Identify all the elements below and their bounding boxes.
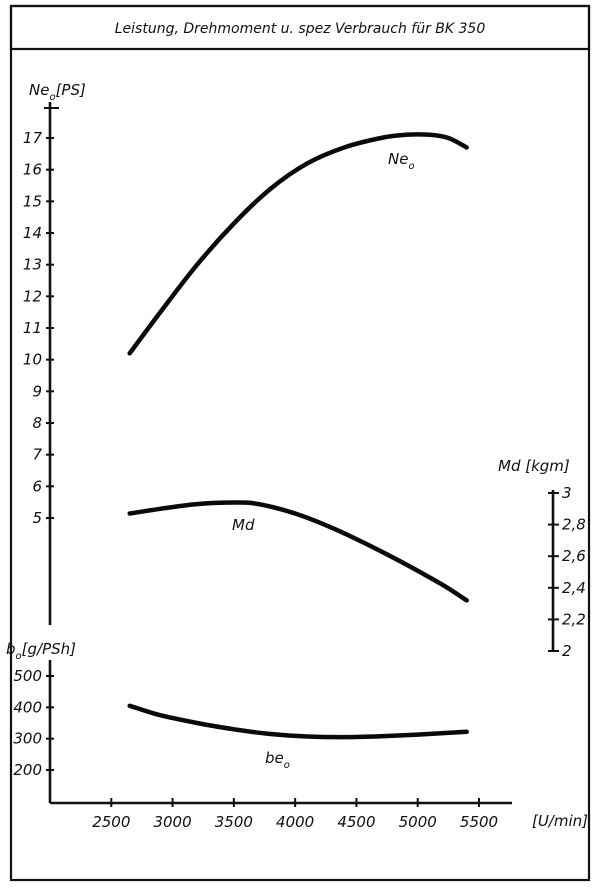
consumption-tick-label: 200	[13, 761, 42, 779]
torque-tick-label: 3	[562, 484, 572, 502]
consumption-tick-label: 500	[13, 667, 42, 685]
series-line-consumption	[127, 703, 469, 740]
series-label-sub: o	[284, 760, 290, 771]
x-ticks: 2500 3000 3500 4000 4500 5000 5500	[92, 798, 498, 831]
x-axis-label: [U/min]	[532, 812, 588, 830]
power-axis-label: Neo[PS]	[29, 81, 86, 103]
power-tick-label: 10	[23, 351, 42, 369]
consumption-ticks: 500 400 300 200	[13, 667, 54, 779]
power-tick-label: 15	[23, 192, 42, 210]
torque-tick-label: 2	[562, 642, 572, 660]
power-tick-label: 11	[23, 319, 42, 337]
chart-title: Leistung, Drehmoment u. spez Verbrauch f…	[115, 21, 486, 37]
power-tick-label: 9	[32, 382, 42, 400]
power-tick-label: 12	[23, 287, 42, 305]
series-label-sub: o	[408, 161, 414, 172]
series-line-power	[127, 132, 469, 356]
title-box	[9, 4, 591, 51]
consumption-axis-label: bo[g/PSh]	[6, 640, 76, 662]
torque-ticks: 3 2,8 2,6 2,4 2,2 2	[548, 484, 586, 660]
series-line-torque	[127, 500, 469, 603]
power-tick-label: 5	[32, 509, 42, 527]
x-tick-label: 3000	[153, 813, 191, 831]
consumption-tick-label: 300	[13, 730, 42, 748]
power-tick-label: 17	[23, 129, 43, 147]
torque-tick-label: 2,4	[562, 579, 586, 597]
consumption-tick-label: 400	[13, 698, 42, 716]
power-tick-label: 13	[23, 256, 42, 274]
power-tick-label: 7	[32, 446, 42, 464]
outer-frame	[9, 4, 591, 882]
series-label-torque: Md	[232, 516, 255, 534]
torque-tick-label: 2,6	[562, 547, 586, 565]
series-label-main: be	[265, 749, 284, 767]
x-tick-label: 3500	[215, 813, 253, 831]
x-tick-label: 4500	[337, 813, 375, 831]
x-tick-label: 5500	[460, 813, 498, 831]
power-ticks: 5 6 7 8 9 10 11 12 13 14 15 16 17	[23, 107, 59, 527]
x-tick-label: 2500	[92, 813, 130, 831]
series-label-consumption: beo	[265, 749, 290, 771]
series-label-main: Md	[232, 516, 255, 534]
power-tick-label: 16	[23, 161, 42, 179]
torque-axis-label: Md [kgm]	[498, 457, 570, 475]
torque-tick-label: 2,2	[562, 610, 586, 628]
power-tick-label: 14	[23, 224, 42, 242]
x-tick-label: 5000	[399, 813, 437, 831]
power-tick-label: 6	[32, 477, 42, 495]
power-tick-label: 8	[32, 414, 42, 432]
series-label-power: Neo	[388, 150, 415, 172]
x-tick-label: 4000	[276, 813, 314, 831]
series-label-main: Ne	[388, 150, 408, 168]
torque-tick-label: 2,8	[562, 516, 586, 534]
